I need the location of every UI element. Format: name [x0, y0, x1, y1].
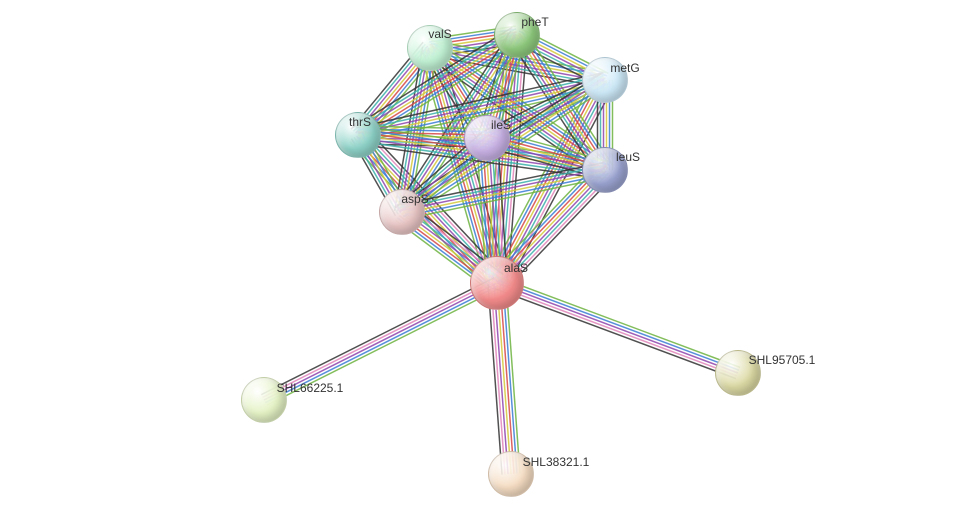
node-leuS[interactable]: [582, 147, 628, 193]
network-diagram: valSpheTmetGthrSileSleuSaspSalaSSHL66225…: [0, 0, 975, 522]
node-ileS[interactable]: [464, 115, 510, 161]
node-aspS[interactable]: [379, 189, 425, 235]
node-SHL95705[interactable]: [715, 350, 761, 396]
node-thrS[interactable]: [335, 112, 381, 158]
node-pheT[interactable]: [494, 12, 540, 58]
node-valS[interactable]: [407, 25, 453, 71]
node-alaS[interactable]: [470, 256, 524, 310]
node-SHL38321[interactable]: [488, 451, 534, 497]
node-SHL66225[interactable]: [241, 377, 287, 423]
node-metG[interactable]: [582, 57, 628, 103]
